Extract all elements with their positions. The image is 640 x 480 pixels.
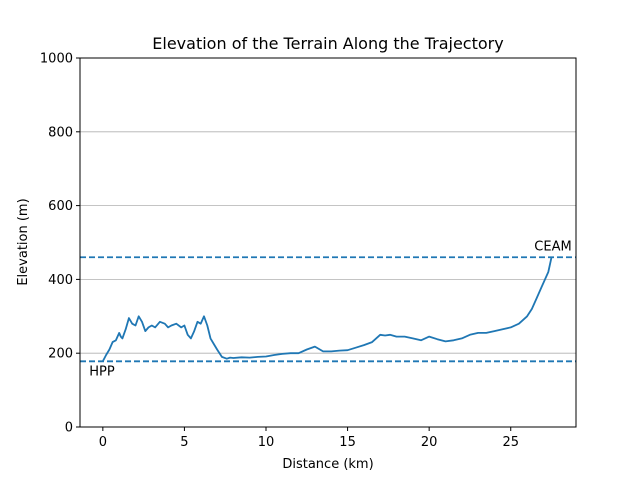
elevation-series-line xyxy=(102,257,553,362)
y-tick-label: 1000 xyxy=(40,52,73,67)
x-tick-label: 0 xyxy=(99,435,107,450)
reference-lines: CEAM HPP xyxy=(80,239,576,379)
x-tick-label: 25 xyxy=(502,435,519,450)
x-tick-label: 20 xyxy=(421,435,438,450)
y-tick-label: 200 xyxy=(48,347,73,362)
y-tick-label: 800 xyxy=(48,125,73,140)
x-tick-label: 5 xyxy=(180,435,188,450)
y-tick-label: 0 xyxy=(65,421,73,436)
reference-label-ceam: CEAM xyxy=(534,239,571,254)
x-tick-label: 10 xyxy=(258,435,275,450)
chart-title: Elevation of the Terrain Along the Traje… xyxy=(152,34,503,53)
y-gridlines xyxy=(80,131,576,354)
plot-area-frame xyxy=(79,57,577,428)
reference-label-hpp: HPP xyxy=(89,364,115,379)
y-tick-label: 600 xyxy=(48,199,73,214)
x-axis-ticks: 0 5 10 15 20 25 xyxy=(99,427,519,450)
y-tick-label: 400 xyxy=(48,273,73,288)
x-tick-label: 15 xyxy=(339,435,356,450)
y-axis-label: Elevation (m) xyxy=(16,198,31,285)
y-axis-ticks: 0 200 400 600 800 1000 xyxy=(40,52,80,436)
x-axis-label: Distance (km) xyxy=(282,457,373,472)
